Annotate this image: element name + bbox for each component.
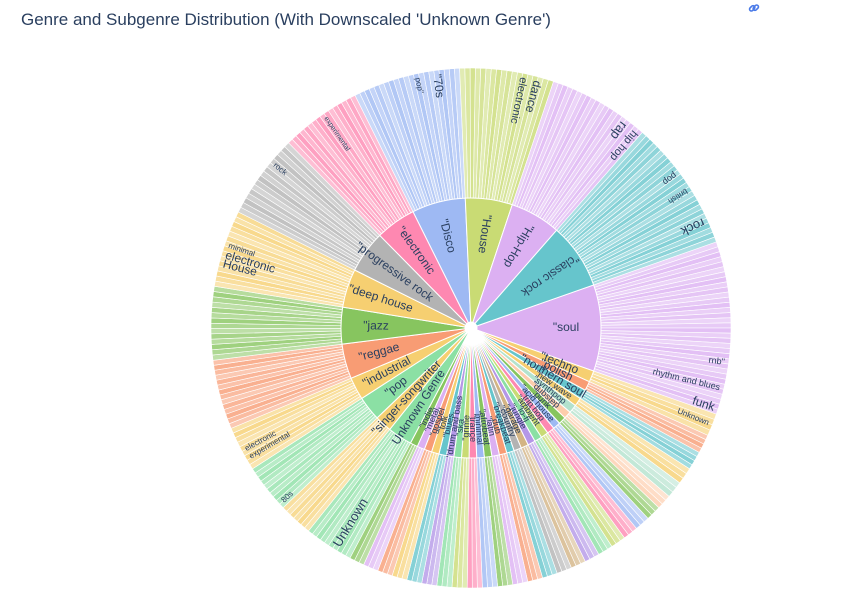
- outer-ring: [210, 67, 732, 589]
- inner-segment-label: "trance: [468, 414, 478, 442]
- outer-segment-label: funk: [691, 393, 718, 414]
- inner-segment-label: "latin: [484, 415, 498, 436]
- inner-segment-label: "afrobeat: [477, 408, 492, 446]
- inner-segment-label: "jazz: [363, 318, 389, 332]
- inner-segment-label: "ska: [454, 418, 466, 436]
- sunburst-segment[interactable]: [476, 284, 602, 372]
- outer-segment-label: rnb": [708, 355, 725, 367]
- inner-segment-label: "soul: [553, 320, 579, 334]
- link-icon[interactable]: [746, 0, 762, 16]
- inner-segment-label: "minimal: [473, 410, 485, 445]
- inner-segment-label: "grime: [460, 415, 471, 441]
- inner-segment-label: "dub: [489, 415, 503, 435]
- chart-title: Genre and Subgenre Distribution (With Do…: [21, 10, 551, 29]
- sunburst-segment[interactable]: [474, 229, 595, 327]
- outer-segment-label: "70s: [430, 73, 447, 98]
- inner-segment-label: "folk: [436, 414, 450, 434]
- inner-segment-label: "House: [475, 214, 494, 255]
- outer-segment-label: pop": [413, 77, 425, 95]
- inner-ring: [340, 197, 602, 459]
